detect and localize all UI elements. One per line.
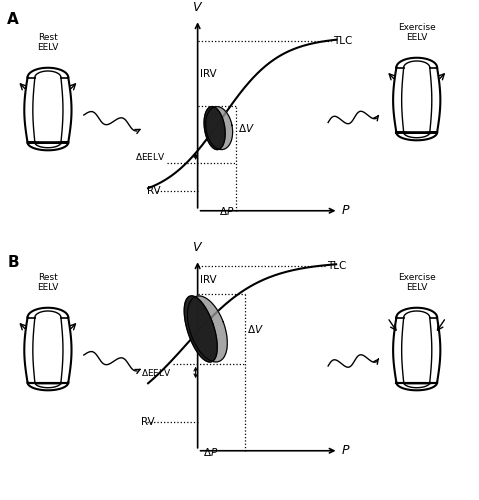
Text: TLC: TLC [327,261,346,271]
Text: $V$: $V$ [192,1,203,14]
Polygon shape [205,106,233,150]
Polygon shape [184,296,217,362]
Text: $\Delta V$: $\Delta V$ [238,122,255,134]
Text: A: A [7,12,19,28]
Text: TLC: TLC [333,36,353,46]
Text: Exercise
EELV: Exercise EELV [398,273,435,292]
Text: $\Delta V$: $\Delta V$ [247,323,263,335]
Text: Rest
EELV: Rest EELV [37,33,58,52]
Text: IRV: IRV [200,68,217,78]
Text: $\Delta$EELV: $\Delta$EELV [141,367,171,378]
Text: RV: RV [141,418,155,428]
Text: Rest
EELV: Rest EELV [37,273,58,292]
Text: IRV: IRV [200,275,217,285]
Text: $P$: $P$ [342,204,351,217]
Polygon shape [187,296,228,362]
Text: $\Delta$EELV: $\Delta$EELV [135,151,165,162]
Text: $\Delta P$: $\Delta P$ [203,446,218,458]
Text: B: B [7,255,19,270]
Text: Exercise
EELV: Exercise EELV [398,23,435,42]
Text: $P$: $P$ [342,444,351,457]
Text: $V$: $V$ [192,241,203,254]
Text: RV: RV [148,186,161,196]
Polygon shape [204,106,225,150]
Text: $\Delta P$: $\Delta P$ [218,206,234,218]
